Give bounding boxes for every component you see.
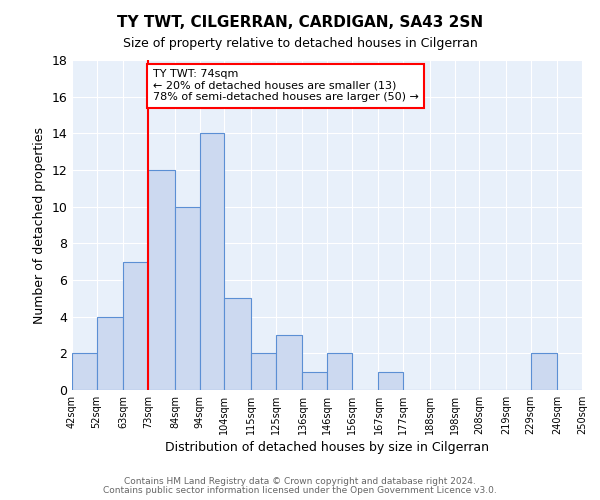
Bar bbox=[97, 316, 124, 390]
Text: TY TWT, CILGERRAN, CARDIGAN, SA43 2SN: TY TWT, CILGERRAN, CARDIGAN, SA43 2SN bbox=[117, 15, 483, 30]
X-axis label: Distribution of detached houses by size in Cilgerran: Distribution of detached houses by size … bbox=[165, 441, 489, 454]
Text: TY TWT: 74sqm
← 20% of detached houses are smaller (13)
78% of semi-detached hou: TY TWT: 74sqm ← 20% of detached houses a… bbox=[153, 69, 419, 102]
Bar bbox=[175, 206, 200, 390]
Y-axis label: Number of detached properties: Number of detached properties bbox=[33, 126, 46, 324]
Bar bbox=[200, 134, 224, 390]
Bar bbox=[327, 354, 352, 390]
Bar bbox=[530, 354, 557, 390]
Bar bbox=[148, 170, 175, 390]
Bar bbox=[379, 372, 403, 390]
Bar bbox=[72, 354, 97, 390]
Bar bbox=[251, 354, 275, 390]
Text: Size of property relative to detached houses in Cilgerran: Size of property relative to detached ho… bbox=[122, 38, 478, 51]
Text: Contains HM Land Registry data © Crown copyright and database right 2024.: Contains HM Land Registry data © Crown c… bbox=[124, 477, 476, 486]
Text: Contains public sector information licensed under the Open Government Licence v3: Contains public sector information licen… bbox=[103, 486, 497, 495]
Bar bbox=[275, 335, 302, 390]
Bar bbox=[224, 298, 251, 390]
Bar bbox=[124, 262, 148, 390]
Bar bbox=[302, 372, 327, 390]
